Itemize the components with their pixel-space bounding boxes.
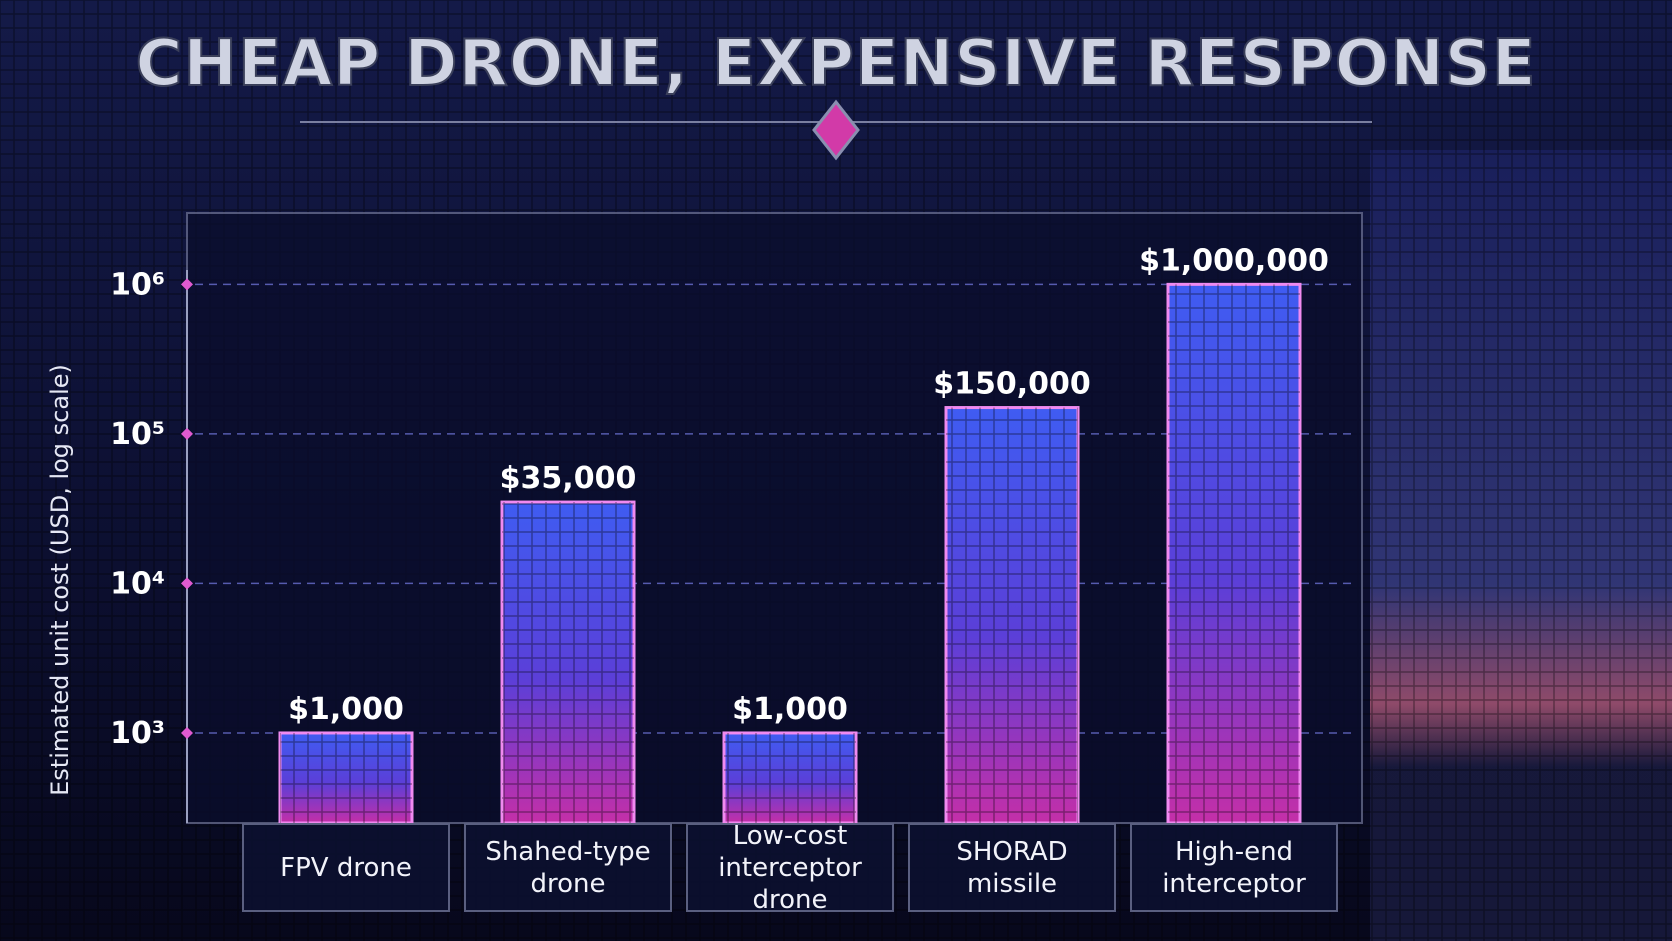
bar-tiles — [1168, 284, 1300, 823]
bar-tiles — [502, 502, 634, 823]
bar-tiles — [280, 732, 412, 823]
x-tick-label: Low-cost interceptor drone — [686, 821, 894, 915]
chart-title: CHEAP DRONE, EXPENSIVE RESPONSE — [135, 27, 1536, 101]
value-label: $150,000 — [933, 367, 1091, 402]
value-label: $1,000 — [288, 692, 404, 727]
y-tick-label: 10³ — [110, 716, 165, 751]
tick-mark — [181, 726, 193, 739]
value-label: $1,000,000 — [1139, 243, 1329, 278]
tick-mark — [181, 278, 193, 291]
y-tick-label: 10⁵ — [110, 417, 165, 452]
tick-mark — [181, 427, 193, 440]
plot-area — [186, 212, 1363, 824]
tick-mark — [181, 577, 193, 590]
y-tick-label: 10⁴ — [110, 566, 165, 601]
x-tick-label: SHORAD missile — [908, 823, 1116, 912]
y-tick-label: 10⁶ — [110, 267, 165, 302]
x-tick-label: Shahed-type drone — [464, 823, 672, 912]
title-gem — [812, 99, 860, 161]
y-axis-label: Estimated unit cost (USD, log scale) — [46, 364, 74, 796]
bar-tiles — [724, 732, 856, 823]
x-tick-label: High-end interceptor — [1130, 823, 1338, 912]
bar-tiles — [946, 407, 1078, 823]
x-tick-label: FPV drone — [242, 823, 450, 912]
value-label: $1,000 — [732, 692, 848, 727]
value-label: $35,000 — [500, 461, 637, 496]
